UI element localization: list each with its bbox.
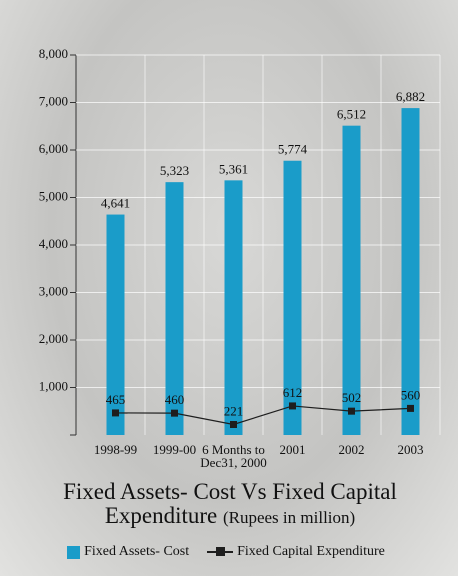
chart-title-block: Fixed Assets- Cost Vs Fixed Capital Expe…: [20, 480, 440, 530]
chart-subtitle: (Rupees in million): [223, 508, 355, 527]
line-value-label: 502: [342, 390, 362, 405]
bar-value-label: 5,323: [160, 163, 189, 178]
legend-label: Fixed Assets- Cost: [84, 544, 189, 560]
line-marker: [171, 410, 178, 417]
legend-marker: [216, 547, 225, 556]
line-marker: [112, 409, 119, 416]
bar-value-label: 5,774: [278, 142, 308, 157]
y-tick-label: 3,000: [39, 283, 68, 298]
line-value-label: 612: [283, 385, 303, 400]
bar-value-label: 6,512: [337, 107, 366, 122]
line-value-label: 560: [401, 387, 421, 402]
y-tick-label: 5,000: [39, 188, 68, 203]
line-value-label: 465: [106, 392, 126, 407]
bar-value-label: 5,361: [219, 161, 248, 176]
legend: Fixed Assets- Cost Fixed Capital Expendit…: [0, 544, 458, 560]
bar-value-label: 6,882: [396, 89, 425, 104]
line-marker: [230, 421, 237, 428]
legend-line: [207, 551, 233, 553]
line-value-label: 460: [165, 392, 185, 407]
legend-item: Fixed Assets- Cost: [67, 544, 189, 560]
legend-item: Fixed Capital Expenditure: [201, 544, 385, 560]
y-tick-label: 8,000: [39, 46, 68, 61]
x-tick-label: 2003: [373, 443, 449, 456]
y-tick-label: 1,000: [39, 378, 68, 393]
bar-value-label: 4,641: [101, 196, 130, 211]
y-tick-label: 2,000: [39, 331, 68, 346]
y-tick-label: 4,000: [39, 236, 68, 251]
y-tick-label: 7,000: [39, 93, 68, 108]
line-marker: [289, 402, 296, 409]
bar: [225, 180, 243, 435]
legend-label: Fixed Capital Expenditure: [237, 544, 385, 560]
line-marker: [407, 405, 414, 412]
line-value-label: 221: [224, 403, 244, 418]
line-marker: [348, 408, 355, 415]
page: 1,000 2,000 3,000 4,000 5,000 6,000 7,000 8,000…: [0, 0, 458, 576]
bar: [343, 126, 361, 435]
legend-swatch: [67, 546, 80, 559]
bar: [402, 108, 420, 435]
y-tick-label: 6,000: [39, 141, 68, 156]
